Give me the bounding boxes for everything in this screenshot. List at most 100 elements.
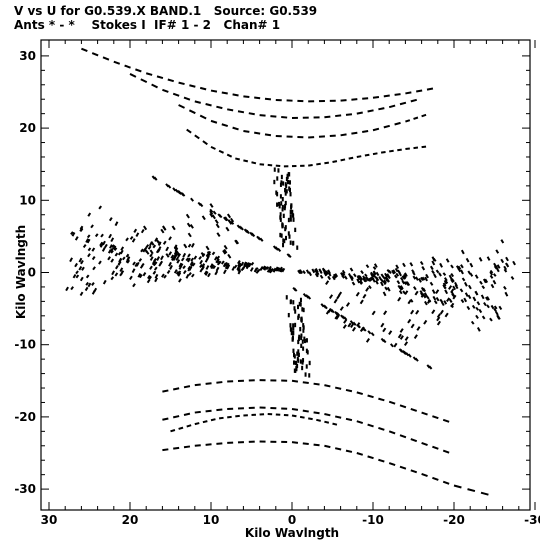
uv-dash-track: [308, 417, 313, 421]
uv-dash-core: [436, 320, 441, 326]
axis-tick-labels: 30 20 10 0 -10 -20 -30 30 20 10 0 -10 -20 -30: [14, 49, 540, 527]
uv-dash-ray: [367, 330, 372, 335]
uv-dash-track: [432, 445, 439, 450]
uv-dash-core: [410, 309, 415, 315]
uv-dash-core: [448, 285, 453, 290]
uv-dash-core: [125, 253, 130, 258]
uv-dash-core: [436, 316, 441, 322]
uv-dash-core: [200, 252, 205, 257]
uv-dash-track: [372, 127, 380, 132]
uv-dash-core: [418, 278, 422, 283]
uv-dash-core: [397, 284, 402, 290]
uv-dash-core: [426, 299, 431, 304]
uv-dash-track: [129, 73, 137, 78]
uv-dash-core: [395, 264, 400, 270]
uv-dash-core: [395, 272, 400, 277]
uv-dash-core: [382, 327, 387, 333]
uv-dash-core: [404, 272, 408, 277]
uv-dash-core: [222, 269, 227, 275]
uv-dash-core: [439, 298, 444, 303]
uv-dash-core: [209, 263, 214, 268]
uv-dash-core: [404, 290, 409, 295]
uv-dash-track: [340, 99, 347, 102]
uv-dash-core: [342, 324, 347, 329]
uv-dash-core: [162, 226, 167, 231]
uv-dash-core: [466, 305, 471, 311]
uv-dash-core: [327, 269, 331, 275]
uv-dash-core: [256, 268, 261, 273]
uv-dash-core: [423, 319, 428, 325]
uv-dash-track: [291, 441, 299, 444]
axis-ticks: [41, 40, 536, 510]
uv-dash-core: [198, 255, 202, 260]
uv-dash-track: [432, 415, 439, 420]
uv-dash-core: [435, 289, 440, 295]
uv-dash-core: [268, 265, 272, 271]
uv-dash-ray: [244, 229, 249, 234]
uv-dash-core: [217, 260, 222, 265]
uv-dash-track: [313, 382, 320, 386]
uv-dash-track: [302, 409, 309, 413]
uv-dash-core: [210, 264, 215, 270]
uv-dash-core: [87, 212, 92, 217]
x-tick-label: 20: [122, 513, 139, 527]
uv-dash-core: [409, 262, 414, 267]
uv-dash-track: [480, 491, 489, 496]
uv-dash-core: [154, 273, 159, 279]
uv-dash-ray: [405, 352, 410, 357]
uv-dash-core: [81, 266, 85, 271]
uv-dash-core: [207, 272, 211, 278]
uv-dash-track: [367, 109, 374, 113]
uv-dash-core: [122, 256, 126, 261]
uv-dash-core: [494, 264, 499, 269]
uv-dash-core: [375, 271, 380, 277]
uv-dash-track: [183, 445, 191, 449]
uv-dash-track: [380, 150, 386, 154]
uv-dash-core: [191, 273, 195, 278]
uv-dash-core: [460, 249, 465, 255]
uv-dash-core: [464, 292, 469, 297]
uv-dash-ray: [230, 220, 235, 225]
uv-dash-core: [485, 296, 489, 301]
uv-dash-core: [382, 280, 387, 285]
uv-dash-track: [442, 480, 450, 485]
uv-dash-core: [188, 271, 192, 276]
uv-dash-track: [232, 93, 239, 97]
uv-dash-track: [173, 387, 180, 391]
uv-dash-track: [421, 472, 428, 477]
uv-dash-core: [432, 295, 437, 301]
uv-dash-core: [143, 225, 148, 231]
uv-dash-ray: [349, 320, 354, 325]
uv-dash-core: [215, 266, 220, 272]
uv-dash-core: [82, 244, 87, 249]
uv-dash-track: [210, 145, 216, 150]
uv-dash-core: [400, 276, 404, 282]
uv-dash-core: [375, 276, 380, 282]
uv-dash-core: [364, 273, 368, 278]
y-tick-label: 30: [19, 49, 36, 63]
uv-dash-track: [162, 88, 169, 93]
uv-dash-core: [494, 311, 499, 316]
uv-dash-track: [345, 388, 353, 393]
uv-dash-core: [108, 217, 113, 222]
uv-dash-track: [356, 420, 364, 425]
uv-dash-track: [378, 107, 385, 111]
uv-dash-core: [109, 247, 114, 253]
uv-dash-track: [367, 455, 374, 460]
uv-dash-core: [504, 291, 509, 297]
uv-dash-core: [356, 276, 361, 281]
uv-dash-core: [433, 273, 437, 279]
uv-dash-core: [171, 257, 175, 261]
uv-dash-ray: [352, 321, 357, 326]
uv-dash-track: [243, 95, 250, 98]
uv-dash-track: [388, 400, 396, 405]
uv-dash-track: [367, 394, 374, 399]
uv-dash-track: [356, 452, 364, 456]
y-tick-label: 0: [28, 266, 36, 280]
uv-dash-core: [188, 266, 193, 271]
uv-dash-core: [169, 264, 173, 270]
uv-dash-ray: [340, 314, 345, 319]
uv-dash-core: [86, 234, 91, 239]
uv-dash-track: [410, 438, 418, 443]
uv-dash-core: [225, 262, 230, 267]
